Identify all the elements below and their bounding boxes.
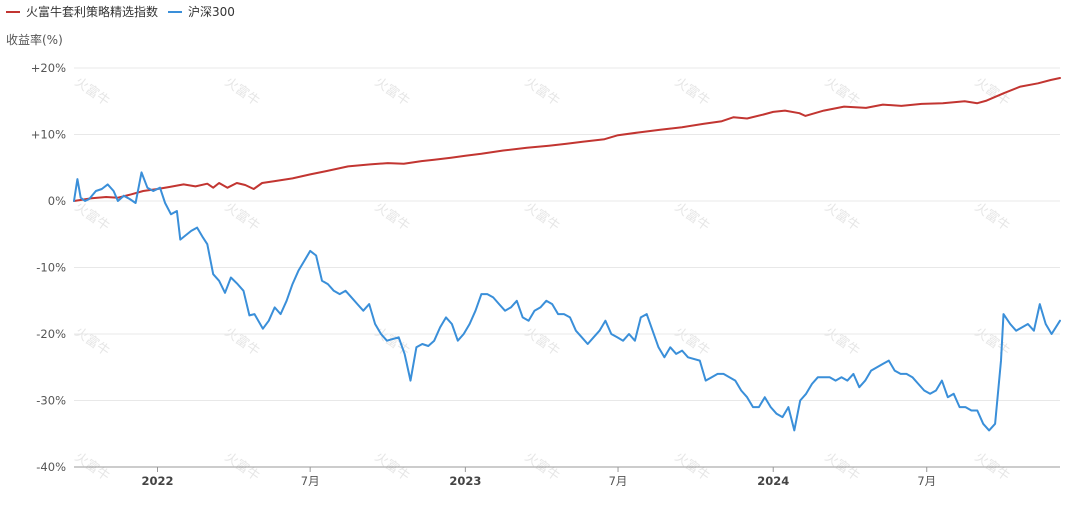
y-tick-label: -20% [36, 327, 66, 341]
legend-swatch-hs300 [168, 10, 183, 13]
legend-swatch-index [6, 10, 20, 13]
y-tick-label: -30% [36, 394, 66, 408]
legend-label-hs300: 沪深300 [188, 5, 235, 19]
series-line-hs300 [73, 171, 1061, 432]
legend-label-index: 火富牛套利策略精选指数 [26, 5, 159, 19]
watermark-text: 火富牛 [522, 74, 563, 109]
x-tick-label: 2024 [757, 474, 789, 488]
watermark-text: 火富牛 [222, 74, 263, 109]
watermark-text: 火富牛 [372, 199, 413, 234]
watermark-text: 火富牛 [522, 324, 563, 359]
y-tick-label: -10% [36, 261, 66, 275]
watermark-text: 火富牛 [822, 199, 863, 234]
x-tick-label: 2023 [449, 474, 481, 488]
y-axis-title: 收益率(%) [6, 33, 63, 47]
x-tick-label: 2022 [141, 474, 173, 488]
watermark-text: 火富牛 [672, 324, 713, 359]
y-tick-label: 0% [48, 194, 66, 208]
legend-item-hs300[interactable]: 沪深300 [168, 3, 235, 20]
watermark-text: 火富牛 [822, 324, 863, 359]
legend-item-index[interactable]: 火富牛套利策略精选指数 [6, 3, 158, 20]
y-tick-label: +20% [31, 61, 66, 75]
watermark-text: 火富牛 [372, 74, 413, 109]
watermark-text: 火富牛 [972, 324, 1013, 359]
watermark-text: 火富牛 [972, 199, 1013, 234]
watermark-text: 火富牛 [72, 199, 113, 234]
series-line-index [73, 77, 1061, 202]
chart-legend: 火富牛套利策略精选指数 沪深300 [6, 3, 245, 20]
watermark-text: 火富牛 [222, 199, 263, 234]
y-tick-label: +10% [31, 128, 66, 142]
watermark-text: 火富牛 [72, 74, 113, 109]
watermark-text: 火富牛 [222, 324, 263, 359]
watermark-text: 火富牛 [672, 199, 713, 234]
watermark-text: 火富牛 [72, 324, 113, 359]
watermark-text: 火富牛 [522, 199, 563, 234]
watermark-text: 火富牛 [672, 74, 713, 109]
x-tick-label: 7月 [301, 474, 320, 488]
watermark-text: 火富牛 [822, 74, 863, 109]
x-tick-label: 7月 [609, 474, 628, 488]
y-tick-label: -40% [36, 460, 66, 474]
x-tick-label: 7月 [917, 474, 936, 488]
